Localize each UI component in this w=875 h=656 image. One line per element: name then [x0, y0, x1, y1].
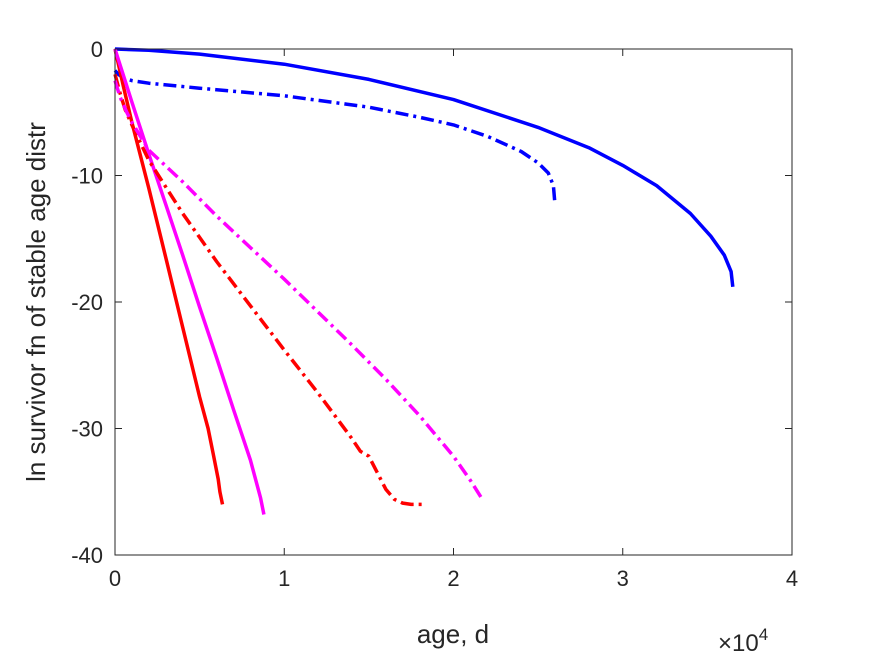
series-line-3: [113, 48, 225, 505]
y-tick-label: -20: [71, 290, 103, 315]
series-line-1: [114, 47, 735, 287]
series-line-4: [113, 48, 266, 515]
x-axis-multiplier: ×104: [718, 625, 768, 656]
plot-area: [115, 49, 792, 555]
y-tick-label: -10: [71, 164, 103, 189]
series-layer: [113, 47, 735, 515]
x-tick-label: 4: [786, 566, 798, 591]
y-tick-label: 0: [91, 37, 103, 62]
series-line-6: [113, 80, 484, 501]
y-axis-label: ln survivor fn of stable age distr: [21, 122, 51, 482]
x-tick-label: 0: [109, 566, 121, 591]
series-line-2: [113, 69, 557, 205]
x-tick-label: 2: [447, 566, 459, 591]
y-tick-label: -40: [71, 543, 103, 568]
y-axis-ticks: 0 -10 -20 -30 -40: [71, 37, 792, 568]
x-tick-label: 1: [278, 566, 290, 591]
x-axis-label: age, d: [417, 619, 489, 649]
x-axis-ticks: 0 1 2 3 4: [109, 49, 798, 591]
x-tick-label: 3: [617, 566, 629, 591]
series-line-5: [113, 73, 423, 507]
y-tick-label: -30: [71, 417, 103, 442]
